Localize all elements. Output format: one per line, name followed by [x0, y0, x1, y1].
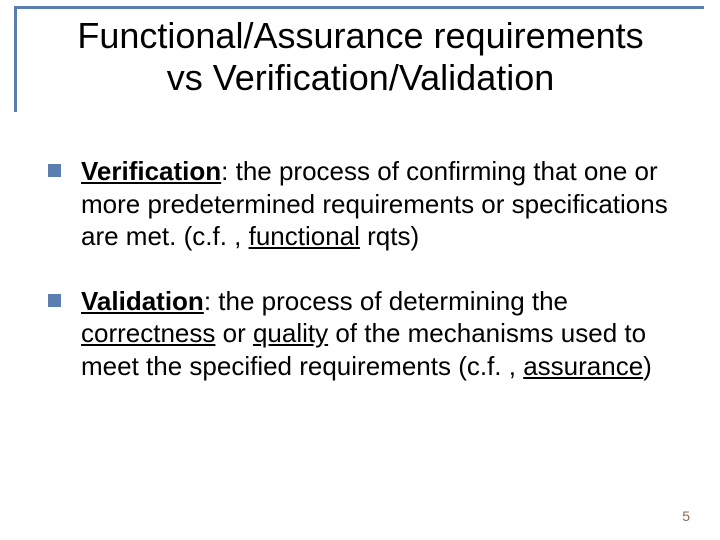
- bullet-underline: correctness: [81, 318, 215, 348]
- bullet-sep: :: [204, 286, 218, 316]
- bullet-text: Validation: the process of determining t…: [81, 285, 668, 383]
- bullet-sep: :: [221, 156, 235, 186]
- slide: Functional/Assurance requirements vs Ver…: [0, 0, 720, 540]
- bullet-term: Verification: [81, 156, 221, 186]
- bullet-underline: quality: [253, 318, 328, 348]
- slide-title: Functional/Assurance requirements vs Ver…: [17, 15, 704, 100]
- title-line-2: vs Verification/Validation: [167, 57, 555, 98]
- bullet-frag: the process of determining the: [218, 286, 568, 316]
- page-number: 5: [682, 508, 690, 524]
- bullet-underline: assurance: [523, 351, 643, 381]
- bullet-item: Validation: the process of determining t…: [48, 285, 668, 383]
- bullet-frag: ): [643, 351, 652, 381]
- square-bullet-icon: [48, 164, 61, 177]
- bullet-text: Verification: the process of confirming …: [81, 155, 668, 253]
- bullet-frag: or: [215, 318, 253, 348]
- bullet-underline: functional: [249, 221, 360, 251]
- slide-body: Verification: the process of confirming …: [48, 155, 668, 414]
- bullet-frag: rqts): [360, 221, 419, 251]
- title-line-1: Functional/Assurance requirements: [77, 15, 643, 56]
- square-bullet-icon: [48, 294, 61, 307]
- title-box: Functional/Assurance requirements vs Ver…: [14, 6, 704, 112]
- bullet-term: Validation: [81, 286, 204, 316]
- bullet-item: Verification: the process of confirming …: [48, 155, 668, 253]
